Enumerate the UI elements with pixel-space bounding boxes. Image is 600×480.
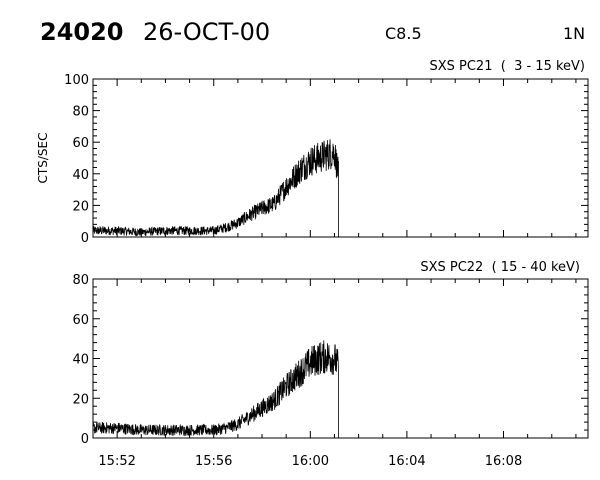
y-ticks: 0 20 40 60 80 100 (64, 73, 588, 246)
y-tick-label: 60 (72, 136, 89, 151)
y-tick-label: 80 (72, 273, 89, 288)
x-tick-label: 15:52 (98, 454, 135, 469)
plot-frame (92, 78, 589, 238)
y-axis-label: CTS/SEC (36, 133, 50, 184)
flare-class: C8.5 (385, 24, 422, 43)
series-line (92, 340, 339, 438)
chart-title: SXS PC22 ( 15 - 40 keV) (420, 260, 580, 275)
x-ticks (116, 79, 577, 237)
flare-location: 1N (563, 24, 585, 43)
y-tick-label: 40 (72, 353, 89, 368)
y-tick-label: 40 (72, 168, 89, 183)
series-line (92, 139, 339, 237)
y-tick-label: 0 (81, 231, 89, 246)
x-tick-label: 16:00 (292, 454, 329, 469)
x-tick-labels: 15:52 15:56 16:00 16:04 16:08 (98, 454, 522, 469)
series-group (92, 340, 339, 438)
y-tick-label: 100 (64, 73, 89, 88)
x-tick-label: 15:56 (195, 454, 232, 469)
event-id: 24020 (40, 18, 124, 46)
plot-frame (92, 278, 589, 439)
observation-date: 26-OCT-00 (143, 18, 270, 46)
chart-panel-pc21: SXS PC21 ( 3 - 15 keV) CTS/SEC 0 20 40 60 80… (36, 59, 589, 246)
y-tick-label: 0 (81, 432, 89, 447)
y-tick-label: 20 (72, 199, 89, 214)
chart-title: SXS PC21 ( 3 - 15 keV) (429, 59, 585, 74)
x-tick-label: 16:04 (388, 454, 425, 469)
y-ticks: 0 20 40 60 80 (72, 273, 588, 447)
y-tick-label: 60 (72, 313, 89, 328)
series-group (92, 139, 339, 237)
y-tick-label: 20 (72, 392, 89, 407)
x-ticks (116, 279, 577, 438)
x-tick-label: 16:08 (485, 454, 522, 469)
y-tick-label: 80 (72, 105, 89, 120)
